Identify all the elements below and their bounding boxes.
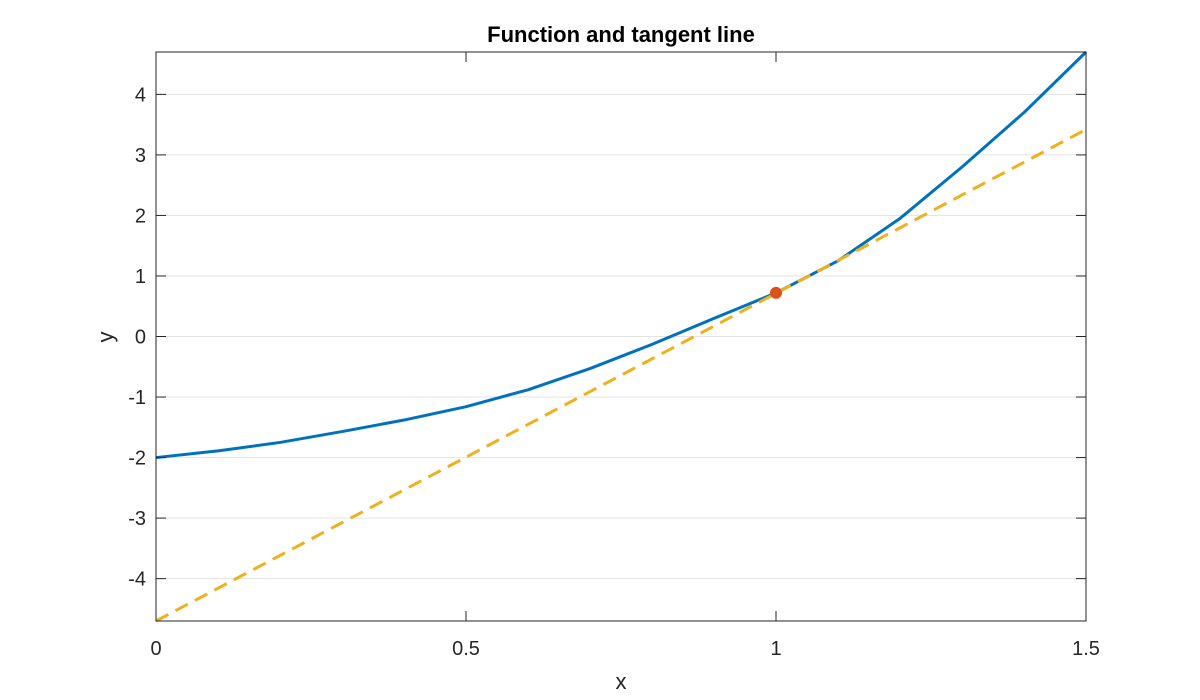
y-tick-label-7: 3 — [135, 145, 146, 167]
chart-title: Function and tangent line — [487, 22, 755, 47]
x-axis-label: x — [616, 669, 627, 694]
series-line-1 — [155, 128, 1087, 623]
y-tick-label-3: -1 — [128, 387, 146, 409]
x-tick-label-1: 0.5 — [452, 638, 480, 660]
y-tick-label-4: 0 — [135, 327, 146, 349]
x-tick-label-3: 1.5 — [1072, 638, 1100, 660]
y-tick-label-2: -2 — [128, 448, 146, 470]
series-layer — [155, 50, 1088, 623]
points-layer — [770, 286, 782, 299]
y-tick-label-6: 2 — [135, 205, 146, 227]
y-tick-label-0: -4 — [128, 569, 146, 591]
y-axis-label: y — [93, 332, 118, 343]
x-tick-label-0: 0 — [150, 638, 161, 660]
tangent-point-0 — [770, 286, 782, 299]
y-tick-label-1: -3 — [128, 508, 146, 530]
y-tick-label-8: 4 — [135, 84, 146, 106]
y-tick-label-5: 1 — [135, 266, 146, 288]
tick-labels: 0 0.5 1 1.5 -4 -3 -2 -1 0 1 2 3 4 — [128, 84, 1100, 660]
x-tick-label-2: 1 — [770, 638, 781, 660]
grid-lines — [156, 93, 1086, 580]
series-line-0 — [155, 50, 1088, 460]
axes — [155, 51, 1087, 622]
